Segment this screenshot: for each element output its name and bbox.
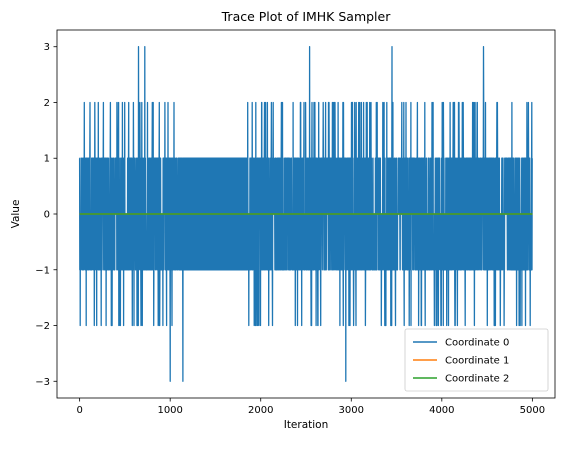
series-line-coordinate-0 [78, 46, 533, 382]
legend-label: Coordinate 2 [445, 374, 509, 385]
y-tick-label: −3 [35, 377, 50, 388]
chart-title: Trace Plot of IMHK Sampler [221, 9, 392, 24]
y-tick-label: −2 [35, 321, 50, 332]
series-layer [78, 46, 533, 382]
x-tick-label: 3000 [339, 405, 364, 416]
x-axis: 0 1000 2000 3000 4000 5000 [76, 398, 545, 416]
y-tick-label: −1 [35, 265, 50, 276]
y-tick-label: 3 [44, 42, 50, 53]
x-tick-label: 4000 [429, 405, 454, 416]
x-tick-label: 5000 [520, 405, 545, 416]
legend: Coordinate 0 Coordinate 1 Coordinate 2 [404, 328, 549, 392]
y-axis-label: Value [10, 200, 22, 229]
y-tick-label: 1 [44, 154, 50, 165]
x-axis-label: Iteration [284, 419, 329, 431]
legend-label: Coordinate 0 [445, 338, 509, 349]
y-tick-label: 0 [44, 210, 50, 221]
legend-label: Coordinate 1 [445, 356, 509, 367]
x-tick-label: 1000 [157, 405, 182, 416]
y-axis: −3 −2 −1 0 1 2 3 [35, 42, 57, 388]
x-tick-label: 0 [76, 405, 82, 416]
legend-box [404, 328, 549, 392]
x-tick-label: 2000 [248, 405, 273, 416]
y-tick-label: 2 [44, 98, 50, 109]
